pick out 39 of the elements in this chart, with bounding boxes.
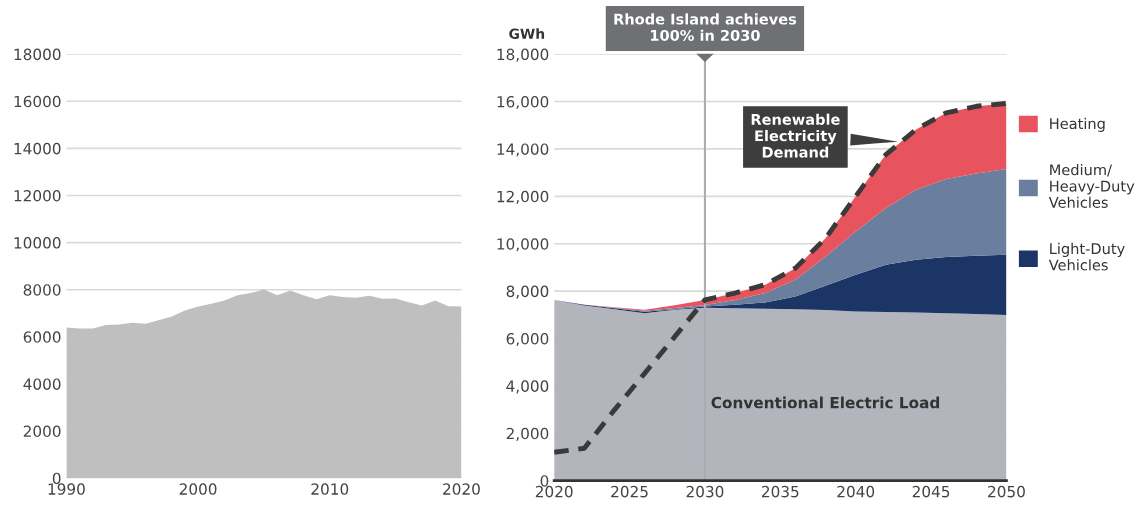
x-tick-label: 2040: [837, 485, 875, 498]
legend-label: Heating: [1050, 117, 1105, 132]
x-tick-label: 2010: [311, 483, 349, 495]
y-tick-label: 16,000: [497, 96, 549, 110]
y-tick-label: 6000: [23, 331, 61, 343]
y-tick-label: 8,000: [506, 285, 549, 299]
y-tick-label: 10000: [14, 237, 61, 249]
legend-label: Medium/ Heavy-Duty Vehicles: [1048, 164, 1135, 208]
y-tick-label: 0: [540, 475, 549, 487]
x-tick-label: 2020: [443, 483, 480, 495]
x-tick-label: 2045: [912, 485, 950, 498]
x-tick-label: 1990: [48, 483, 85, 495]
y-tick-label: 12000: [14, 189, 61, 202]
y-tick-label: 18000: [14, 48, 61, 61]
x-tick-label: 2030: [686, 485, 724, 498]
y-tick-label: 0: [52, 472, 61, 485]
y-tick-label: 10,000: [497, 238, 549, 252]
y-tick-label: 14,000: [497, 143, 549, 157]
annotation: Conventional Electric Load: [711, 396, 940, 409]
y-tick-label: 8000: [23, 284, 61, 296]
x-tick-label: 2050: [988, 485, 1025, 498]
y-tick-label: 2,000: [506, 427, 549, 441]
y-tick-label: 4000: [23, 378, 61, 390]
x-tick-label: 2025: [611, 485, 648, 498]
annotation: Renewable Electricity Demand: [751, 113, 840, 158]
y-tick-label: 12,000: [497, 190, 549, 204]
y-tick-label: 18,000: [497, 48, 549, 62]
x-tick-label: 2020: [535, 485, 573, 498]
y-tick-label: 2000: [23, 425, 61, 438]
legend-label: Light-Duty Vehicles: [1048, 242, 1125, 271]
line-series: [554, 101, 1007, 455]
y-tick-label: 14000: [14, 142, 61, 155]
y-axis-title: GWh: [509, 28, 545, 39]
x-tick-label: 2000: [179, 483, 217, 495]
y-tick-label: 6,000: [506, 332, 549, 347]
y-tick-label: 4,000: [506, 380, 549, 394]
y-tick-label: 16000: [14, 95, 61, 108]
ref-line-label: Rhode Island achieves 100% in 2030: [614, 13, 797, 41]
x-tick-label: 2035: [762, 485, 799, 498]
